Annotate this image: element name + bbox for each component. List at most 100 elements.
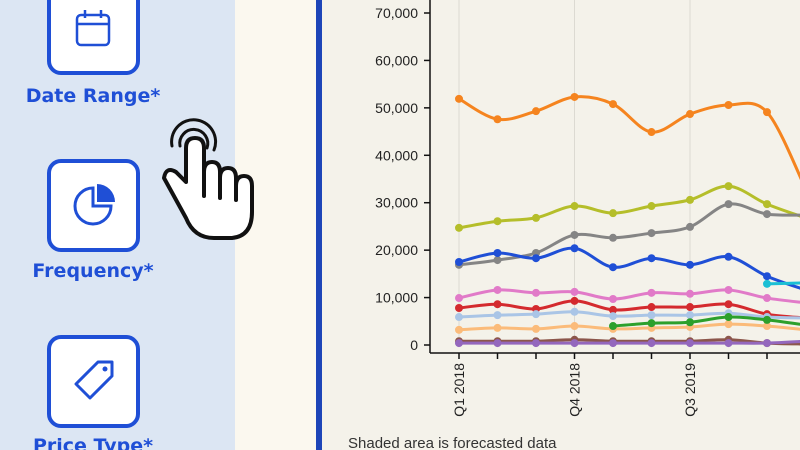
data-point: [763, 272, 771, 281]
data-point: [686, 222, 694, 231]
data-point: [455, 258, 463, 266]
y-tick-label: 70,000: [375, 5, 418, 21]
data-point: [609, 294, 617, 303]
data-point: [609, 263, 617, 272]
data-point: [647, 202, 656, 211]
data-point: [493, 300, 502, 309]
chart: 0 10,000 20,000 30,000 40,000 50,000 60,000 70,…: [375, 0, 800, 417]
hand-cursor: [162, 118, 254, 240]
data-point: [570, 322, 579, 331]
data-point: [455, 313, 463, 322]
series-line: [458, 246, 800, 290]
data-point: [724, 182, 733, 191]
data-point: [724, 300, 733, 309]
data-point: [763, 322, 771, 331]
data-point: [686, 260, 694, 269]
data-point: [647, 339, 656, 348]
data-point: [493, 285, 502, 294]
data-point: [455, 304, 463, 313]
data-point: [724, 313, 733, 322]
filter-label[interactable]: Frequency*: [32, 260, 153, 282]
data-point: [570, 92, 579, 101]
data-point: [493, 248, 502, 257]
series-line: [458, 340, 800, 345]
data-point: [532, 213, 540, 222]
data-point: [609, 100, 617, 109]
data-point: [686, 303, 694, 312]
data-point: [532, 339, 540, 348]
series-line: [458, 288, 800, 304]
data-point: [724, 252, 733, 261]
y-tick-label: 40,000: [375, 147, 418, 163]
data-point: [609, 305, 617, 314]
data-point: [455, 339, 463, 348]
series-line: [458, 310, 800, 320]
filter-label[interactable]: Date Range*: [26, 85, 161, 107]
data-point: [724, 320, 733, 329]
data-point: [763, 339, 771, 348]
data-point: [455, 94, 463, 103]
date-range-button[interactable]: [47, 0, 140, 75]
data-point: [532, 310, 540, 319]
data-point: [647, 303, 656, 312]
x-tick-label: Q3 2019: [682, 363, 698, 417]
frequency-button[interactable]: [47, 159, 140, 252]
data-point: [763, 315, 771, 324]
price-type-button[interactable]: [47, 335, 140, 428]
data-point: [609, 322, 617, 331]
data-point: [724, 101, 733, 110]
data-point: [647, 319, 656, 328]
data-point: [455, 223, 463, 232]
data-point: [493, 311, 502, 320]
x-tick-label: Q1 2018: [451, 363, 467, 417]
chart-panel: [322, 0, 800, 450]
data-point: [493, 323, 502, 332]
series-line: [458, 322, 800, 332]
data-point: [724, 200, 733, 209]
data-point: [493, 256, 502, 265]
data-point: [455, 325, 463, 334]
data-point: [609, 209, 617, 218]
data-point: [686, 110, 694, 119]
data-point: [532, 324, 540, 333]
y-tick-label: 20,000: [375, 242, 418, 258]
data-point: [763, 210, 771, 219]
y-tick-label: 60,000: [375, 52, 418, 68]
data-point: [570, 230, 579, 239]
data-point: [532, 288, 540, 297]
filter-label[interactable]: Price Type*: [33, 435, 153, 450]
series-line: [458, 95, 800, 181]
data-point: [493, 339, 502, 348]
series-line: [458, 299, 800, 320]
data-point: [686, 339, 694, 348]
chart-note: Shaded area is forecasted data: [348, 435, 557, 450]
data-point: [493, 115, 502, 124]
y-tick-label: 30,000: [375, 195, 418, 211]
x-tick-label: Q4 2018: [567, 363, 583, 417]
data-point: [609, 233, 617, 242]
divider: [316, 0, 322, 450]
data-point: [724, 339, 733, 348]
data-point: [570, 296, 579, 305]
data-point: [647, 128, 656, 137]
data-point: [532, 254, 540, 263]
y-tick-label: 0: [410, 337, 418, 353]
data-point: [686, 318, 694, 327]
data-point: [570, 339, 579, 348]
data-point: [763, 108, 771, 117]
series-line: [766, 281, 800, 286]
y-tick-label: 10,000: [375, 290, 418, 306]
data-point: [570, 307, 579, 316]
data-point: [763, 279, 771, 288]
data-point: [570, 287, 579, 296]
y-tick-label: 50,000: [375, 100, 418, 116]
data-point: [609, 339, 617, 348]
series-line: [458, 338, 800, 346]
data-point: [493, 217, 502, 226]
data-point: [763, 294, 771, 303]
data-point: [532, 107, 540, 116]
data-point: [647, 311, 656, 320]
data-point: [647, 254, 656, 263]
